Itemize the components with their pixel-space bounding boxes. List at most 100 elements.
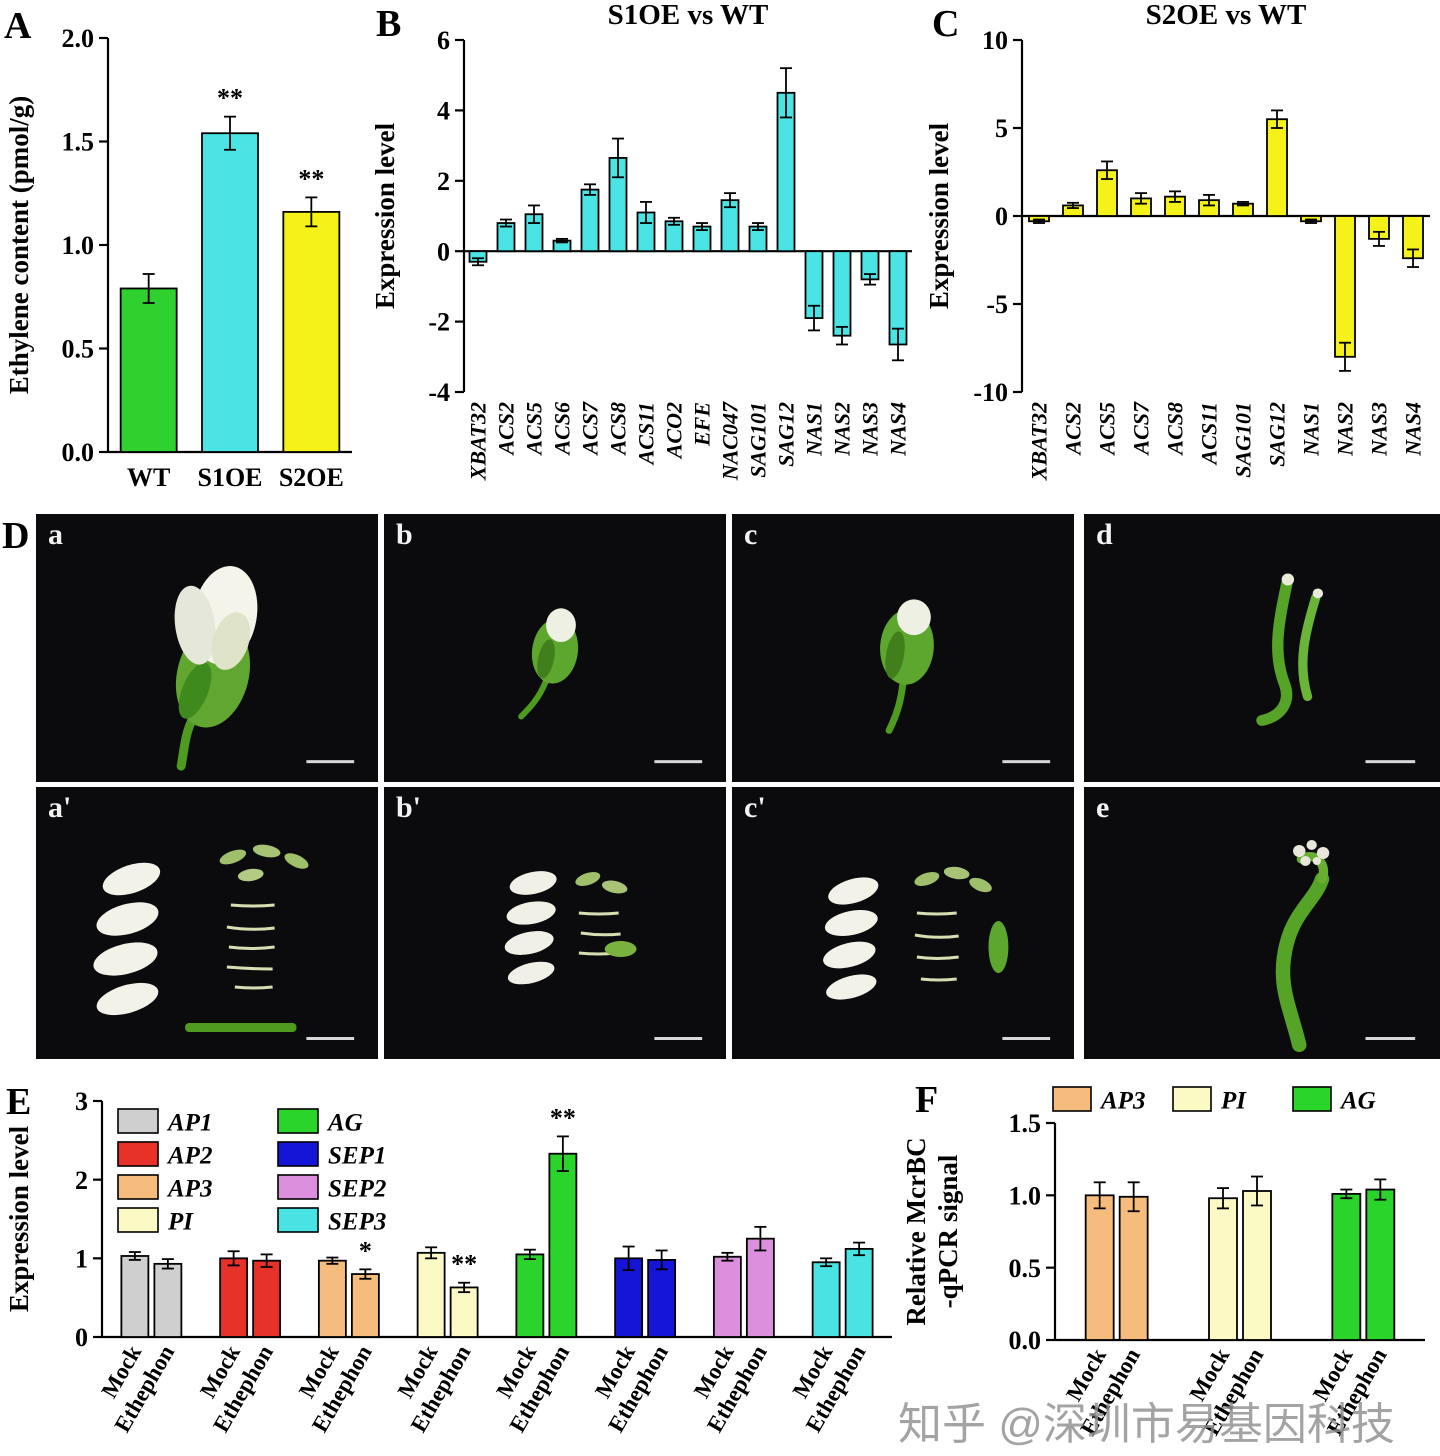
svg-text:PI: PI: [167, 1209, 194, 1236]
svg-text:ACS7: ACS7: [1129, 401, 1154, 457]
svg-text:PI: PI: [1220, 1088, 1247, 1115]
svg-text:SEP3: SEP3: [328, 1209, 386, 1236]
photo-flower-b: b: [384, 514, 726, 782]
dissected-organs-illustration: [823, 866, 1051, 1040]
svg-text:2: 2: [437, 167, 450, 196]
svg-text:S2OE vs WT: S2OE vs WT: [1146, 0, 1307, 31]
svg-text:AG: AG: [326, 1110, 363, 1137]
panel-letter-a: A: [4, 5, 32, 47]
svg-text:2: 2: [75, 1166, 88, 1195]
svg-text:10: 10: [982, 26, 1008, 55]
svg-text:SAG101: SAG101: [746, 402, 771, 478]
svg-text:-qPCR signal: -qPCR signal: [933, 1154, 963, 1308]
photo-label: d: [1096, 518, 1113, 551]
photo-pistil-e: e: [1084, 787, 1440, 1059]
svg-text:NAC047: NAC047: [718, 401, 743, 481]
svg-text:Relative McrBC: Relative McrBC: [901, 1137, 931, 1325]
svg-text:SAG12: SAG12: [1265, 402, 1290, 467]
svg-text:0.5: 0.5: [1009, 1254, 1042, 1283]
svg-text:XBAT32: XBAT32: [1027, 402, 1052, 481]
photo-flower-a: a: [36, 514, 378, 782]
svg-text:1.5: 1.5: [62, 128, 95, 157]
svg-text:0.0: 0.0: [1009, 1326, 1042, 1355]
svg-text:SAG101: SAG101: [1231, 402, 1256, 478]
photo-label: a': [48, 791, 72, 824]
svg-text:0: 0: [437, 237, 450, 266]
svg-text:ACS11: ACS11: [634, 402, 659, 466]
svg-text:Expression level: Expression level: [370, 122, 400, 309]
svg-text:ACS8: ACS8: [1163, 402, 1188, 457]
svg-text:ACS6: ACS6: [550, 402, 575, 457]
flower-illustration: [518, 608, 703, 764]
panel-letter-e: E: [6, 1081, 32, 1123]
svg-text:**: **: [550, 1103, 576, 1132]
svg-text:1.5: 1.5: [1009, 1109, 1042, 1138]
svg-text:NAS2: NAS2: [830, 402, 855, 457]
svg-text:NAS4: NAS4: [886, 402, 911, 457]
svg-text:-2: -2: [428, 308, 450, 337]
svg-text:*: *: [359, 1236, 372, 1265]
svg-text:EFE: EFE: [690, 402, 715, 447]
svg-text:NAS4: NAS4: [1401, 402, 1426, 457]
photo-dissection-b-prime: b': [384, 787, 726, 1059]
panel-letter-c: C: [932, 3, 960, 45]
svg-text:0.5: 0.5: [62, 335, 95, 364]
svg-text:ACS2: ACS2: [494, 402, 519, 457]
svg-text:ACS11: ACS11: [1197, 402, 1222, 466]
s1oe-vs-wt-expression-bar-chart: -4 -2 0 2 4 6 XBAT32 ACS2 ACS5 ACS6 ACS7 ACS8 ACS11 A…: [370, 0, 912, 481]
svg-text:S1OE: S1OE: [197, 463, 262, 492]
photo-dissection-c-prime: c': [732, 787, 1074, 1059]
svg-text:0: 0: [995, 202, 1008, 231]
photo-label: c': [744, 791, 766, 824]
svg-text:**: **: [217, 84, 243, 113]
panel-letter-b: B: [376, 3, 402, 45]
svg-text:AP1: AP1: [166, 1110, 212, 1137]
svg-text:1.0: 1.0: [62, 231, 95, 260]
svg-text:XBAT32: XBAT32: [466, 402, 491, 481]
dissected-organs-illustration: [504, 871, 703, 1040]
svg-text:NAS1: NAS1: [802, 402, 827, 457]
svg-text:0: 0: [75, 1323, 88, 1352]
photo-dissection-a-prime: a': [36, 787, 378, 1059]
svg-text:ACS2: ACS2: [1061, 402, 1086, 457]
svg-text:ACO2: ACO2: [662, 402, 687, 460]
panel-letter-d: D: [2, 515, 30, 557]
svg-text:SAG12: SAG12: [774, 402, 799, 467]
svg-text:AP3: AP3: [1099, 1088, 1145, 1115]
svg-text:Expression level: Expression level: [924, 122, 954, 309]
ethylene-content-bar-chart: 0.0 0.5 1.0 1.5 2.0 WT ** S1OE ** S2OE Ethylene co…: [4, 24, 352, 492]
svg-text:SEP2: SEP2: [328, 1176, 386, 1203]
svg-text:NAS2: NAS2: [1333, 402, 1358, 457]
photo-label: b': [396, 791, 422, 824]
svg-text:AG: AG: [1339, 1088, 1376, 1115]
svg-text:WT: WT: [127, 463, 170, 492]
svg-text:3: 3: [75, 1087, 88, 1116]
svg-text:NAS1: NAS1: [1299, 402, 1324, 457]
photo-label: c: [744, 518, 758, 551]
flower-illustration: [174, 566, 355, 771]
svg-text:NAS3: NAS3: [1367, 402, 1392, 457]
watermark-text: 知乎 @深圳市易基因科技: [898, 1400, 1395, 1449]
photo-pistils-d: d: [1084, 514, 1440, 782]
svg-text:**: **: [451, 1250, 477, 1279]
svg-text:S2OE: S2OE: [279, 463, 344, 492]
svg-text:Expression level: Expression level: [4, 1125, 34, 1312]
photo-label: e: [1096, 791, 1110, 824]
svg-text:S1OE vs WT: S1OE vs WT: [608, 0, 769, 31]
svg-text:AP2: AP2: [166, 1143, 212, 1170]
svg-text:ACS5: ACS5: [1095, 402, 1120, 457]
photo-label: a: [48, 518, 63, 551]
svg-text:2.0: 2.0: [62, 24, 95, 53]
svg-text:4: 4: [437, 97, 450, 126]
svg-text:SEP1: SEP1: [328, 1143, 386, 1170]
photo-flower-c: c: [732, 514, 1074, 782]
pistil-illustration: [1275, 840, 1416, 1052]
svg-text:-5: -5: [986, 290, 1008, 319]
svg-text:ACS7: ACS7: [578, 401, 603, 457]
svg-text:NAS3: NAS3: [858, 402, 883, 457]
svg-text:6: 6: [437, 26, 450, 55]
svg-text:**: **: [298, 164, 324, 193]
svg-text:0.0: 0.0: [62, 438, 95, 467]
